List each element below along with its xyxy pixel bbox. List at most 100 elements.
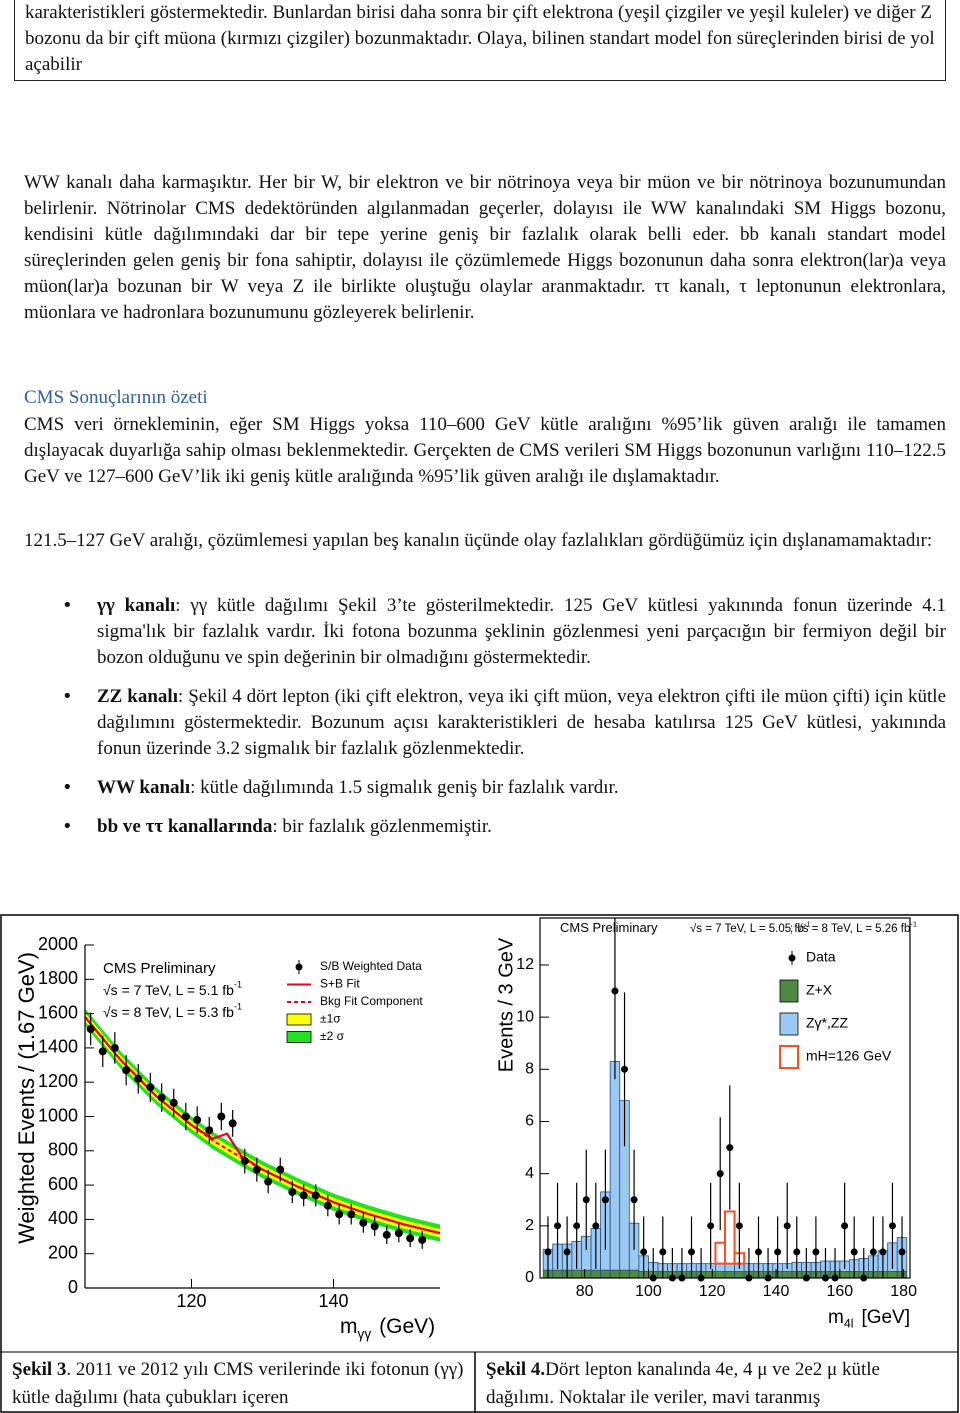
data-point bbox=[783, 1222, 791, 1230]
y-tick-label: 400 bbox=[48, 1208, 78, 1228]
data-point bbox=[879, 1248, 887, 1256]
annotation: ; √s = 8 TeV, L = 5.26 fb-1 bbox=[790, 919, 917, 935]
caption-text: . 2011 ve 2012 yılı CMS verilerinde iki … bbox=[12, 1359, 464, 1408]
data-point bbox=[228, 1119, 237, 1128]
histogram-bar bbox=[839, 1271, 850, 1279]
x-axis-title: mγγ (GeV) bbox=[340, 1315, 435, 1341]
data-point bbox=[754, 1248, 762, 1256]
data-point bbox=[299, 1191, 308, 1200]
x-axis-title-sub: γγ bbox=[358, 1326, 372, 1341]
histogram-bar bbox=[714, 1241, 726, 1265]
data-point bbox=[382, 1230, 391, 1239]
data-point bbox=[563, 1248, 571, 1256]
y-tick-label: 4 bbox=[525, 1165, 534, 1182]
legend-box bbox=[286, 1013, 312, 1026]
box-text: karakteristikleri göstermektedir. Bunlar… bbox=[25, 2, 935, 75]
legend-swatch bbox=[286, 1031, 312, 1043]
data-point bbox=[98, 1047, 107, 1056]
y-tick-label: 6 bbox=[525, 1113, 534, 1130]
legend-label: S+B Fit bbox=[320, 977, 360, 991]
histogram-bar bbox=[887, 1271, 898, 1279]
y-axis-title: Weighted Events / (1.67 GeV) bbox=[14, 952, 39, 1244]
annotation-main: CMS Preliminary bbox=[560, 920, 658, 935]
data-point bbox=[573, 1222, 581, 1230]
data-point bbox=[335, 1210, 344, 1219]
data-point bbox=[217, 1112, 226, 1121]
histogram-bar bbox=[552, 1269, 563, 1279]
y-tick-label: 1200 bbox=[38, 1071, 78, 1091]
bullet-title: ZZ kanalı bbox=[97, 686, 178, 707]
legend-swatch bbox=[295, 960, 303, 974]
y-tick-label: 600 bbox=[48, 1174, 78, 1194]
data-point bbox=[726, 1144, 734, 1152]
legend-box bbox=[779, 1012, 799, 1036]
paragraph: CMS veri örnekleminin, eğer SM Higgs yok… bbox=[24, 414, 946, 487]
y-tick-label: 1000 bbox=[38, 1105, 78, 1125]
legend-box bbox=[779, 1045, 799, 1069]
annotation-main: √s = 8 TeV, L = 5.3 fb bbox=[103, 1004, 234, 1020]
data-point bbox=[707, 1222, 715, 1230]
data-point bbox=[406, 1234, 415, 1243]
bullet-text: : bir fazlalık gözlenmemiştir. bbox=[272, 816, 492, 837]
histogram-bar bbox=[724, 1271, 735, 1279]
bullet-title: WW kanalı bbox=[97, 777, 191, 798]
data-point bbox=[146, 1083, 155, 1092]
plot-area bbox=[542, 918, 908, 1282]
data-point bbox=[276, 1165, 285, 1174]
data-point bbox=[898, 1248, 906, 1256]
data-point bbox=[311, 1191, 320, 1200]
annotation-main: √s = 7 TeV, L = 5.1 fb bbox=[103, 982, 234, 998]
y-tick-label: 1800 bbox=[38, 968, 78, 988]
data-point bbox=[157, 1093, 166, 1102]
annotation: CMS Preliminary bbox=[560, 920, 658, 935]
y-tick-label: 1400 bbox=[38, 1037, 78, 1057]
bullet-text: : γγ kütle dağılımı Şekil 3’te gösterilm… bbox=[97, 595, 946, 668]
bullet: ZZ kanalı: Şekil 4 dört lepton (iki çift… bbox=[62, 684, 946, 762]
histogram-bar bbox=[600, 1269, 611, 1279]
data-point bbox=[323, 1201, 332, 1210]
x-tick-label: 80 bbox=[576, 1283, 594, 1300]
paragraph: 121.5–127 GeV aralığı, çözümlemesi yapıl… bbox=[24, 530, 933, 551]
bullet-title: γγ kanalı bbox=[97, 595, 176, 616]
data-point bbox=[181, 1112, 190, 1121]
legend-swatch bbox=[788, 951, 796, 965]
legend-label: Z+X bbox=[806, 982, 833, 998]
annotation-sup: -1 bbox=[910, 919, 917, 928]
annotation: √s = 7 TeV, L = 5.05 fb-1 bbox=[690, 919, 811, 935]
histogram-bar bbox=[782, 1271, 793, 1279]
x-tick-label: 140 bbox=[763, 1283, 790, 1300]
x-tick-label: 120 bbox=[176, 1291, 206, 1311]
data-point bbox=[418, 1235, 427, 1244]
background-fit bbox=[84, 1016, 441, 1235]
data-point bbox=[869, 1248, 877, 1256]
histogram-bar bbox=[715, 1271, 726, 1279]
data-point bbox=[850, 1248, 858, 1256]
data-point bbox=[240, 1157, 249, 1166]
y-tick-label: 8 bbox=[525, 1061, 534, 1078]
legend-swatch bbox=[779, 979, 799, 1003]
x-axis-title-sub: 4l bbox=[844, 1317, 854, 1331]
data-point bbox=[611, 987, 619, 995]
data-point bbox=[394, 1229, 403, 1238]
y-tick-label: 0 bbox=[525, 1269, 534, 1286]
data-point bbox=[554, 1222, 562, 1230]
data-point bbox=[640, 1248, 648, 1256]
data-point bbox=[205, 1126, 214, 1135]
annotation: √s = 8 TeV, L = 5.3 fb-1 bbox=[103, 1002, 242, 1020]
data-point bbox=[793, 1248, 801, 1256]
legend-box bbox=[779, 979, 799, 1003]
histogram-bar bbox=[609, 1269, 621, 1279]
section-heading: CMS Sonuçlarının özeti bbox=[24, 387, 208, 408]
legend-dot bbox=[295, 963, 303, 971]
boxed-text: karakteristikleri göstermektedir. Bunlar… bbox=[14, 0, 946, 81]
plot-area bbox=[84, 1008, 441, 1249]
data-point bbox=[359, 1218, 368, 1227]
bullet: γγ kanalı: γγ kütle dağılımı Şekil 3’te … bbox=[62, 593, 946, 671]
y-tick-label: 2000 bbox=[38, 934, 78, 954]
data-point bbox=[735, 1222, 743, 1230]
bullet-list: γγ kanalı: γγ kütle dağılımı Şekil 3’te … bbox=[62, 593, 946, 853]
legend-swatch bbox=[779, 1012, 799, 1036]
legend-label: mH=126 GeV bbox=[806, 1048, 892, 1064]
figure-frame bbox=[0, 914, 959, 1413]
